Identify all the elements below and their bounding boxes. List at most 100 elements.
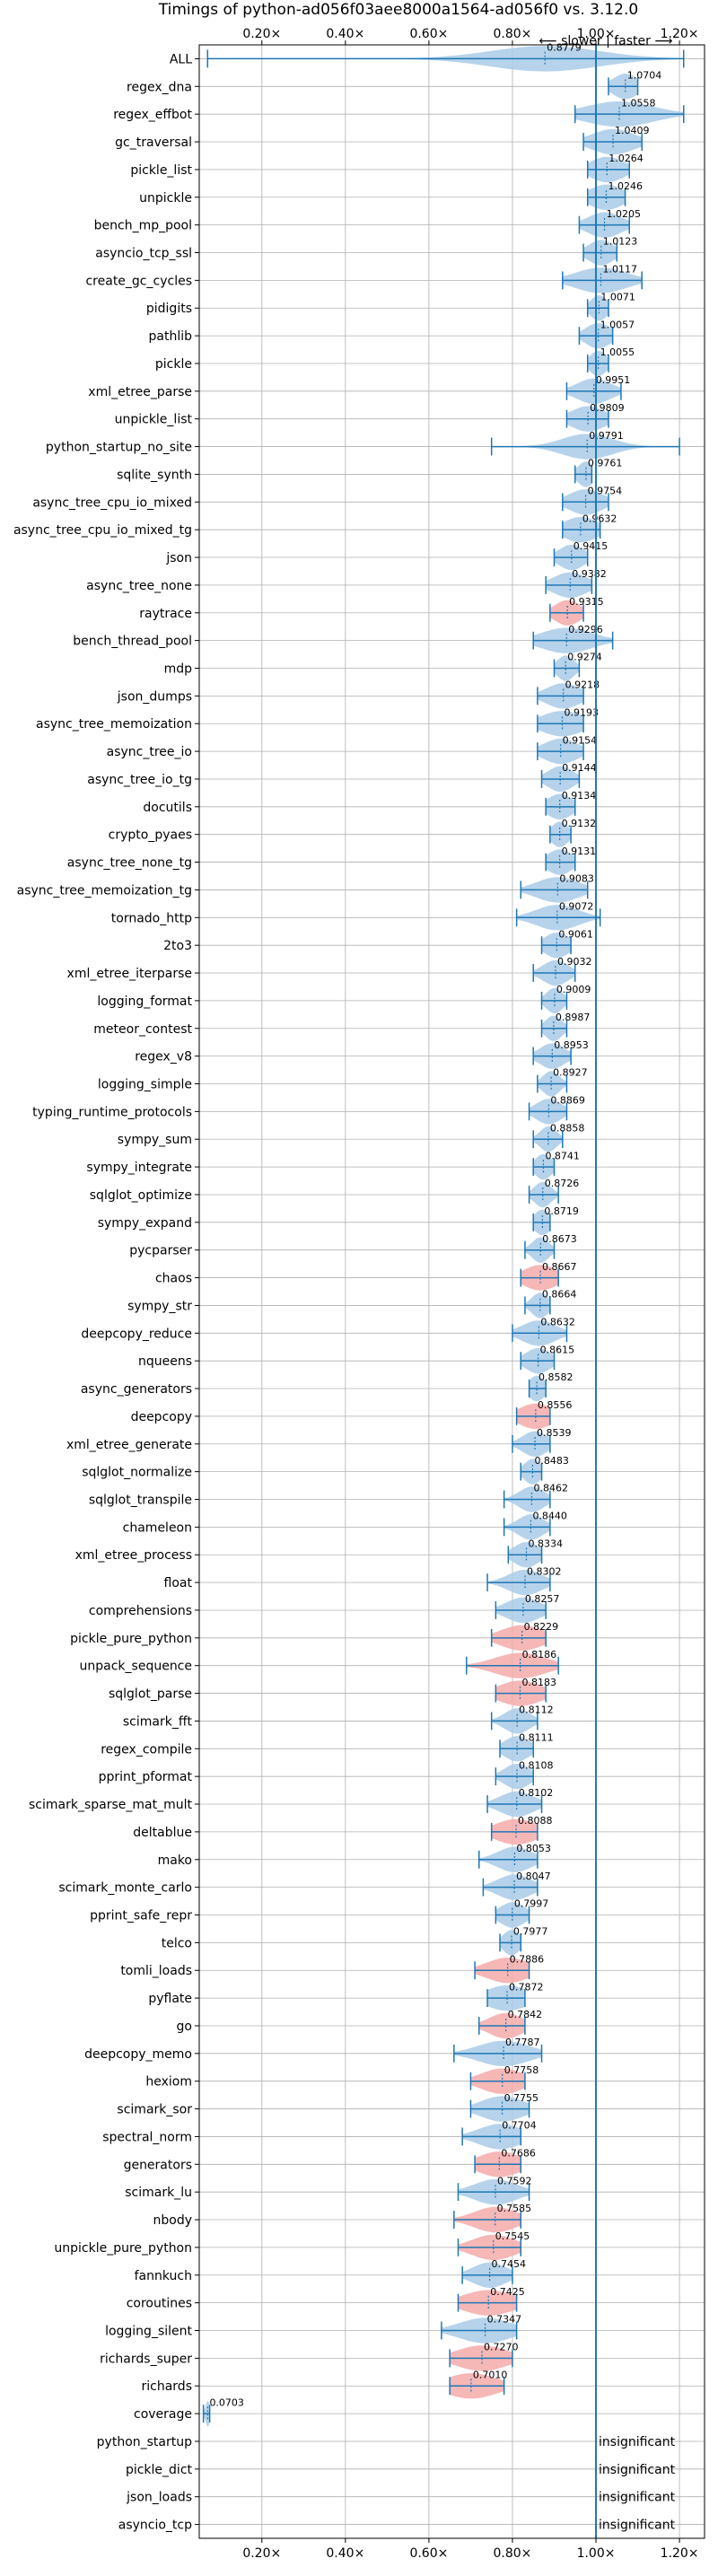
benchmark-label: regex_dna: [127, 80, 192, 94]
benchmark-label: python_startup_no_site: [46, 441, 192, 455]
value-label: 0.9193: [564, 706, 599, 718]
value-label: 1.0264: [609, 153, 644, 164]
value-label: 0.9009: [556, 984, 591, 995]
value-label: 0.8112: [519, 1704, 554, 1716]
value-label: 0.8869: [550, 1095, 585, 1107]
benchmark-label: python_startup: [97, 2435, 192, 2449]
benchmark-label: pickle: [155, 357, 192, 372]
benchmark-label: coverage: [134, 2407, 192, 2422]
value-label: 0.8987: [556, 1012, 591, 1023]
benchmark-label: sympy_sum: [118, 1133, 192, 1147]
x-tick-label-bottom: 0.40×: [326, 2546, 364, 2561]
benchmark-label: async_tree_none_tg: [67, 856, 192, 871]
value-label: 0.9134: [562, 790, 597, 802]
x-tick-label-top: 1.20×: [661, 27, 699, 41]
value-label: 0.8953: [554, 1039, 589, 1051]
benchmark-label: xml_etree_iterparse: [67, 967, 192, 981]
benchmark-label: sqlglot_normalize: [82, 1466, 192, 1480]
benchmark-label: richards_super: [100, 2352, 192, 2366]
benchmark-label: pickle_list: [130, 163, 192, 178]
value-label: 0.9154: [563, 734, 598, 746]
value-label: 1.0246: [608, 180, 643, 192]
benchmark-label: pidigits: [146, 302, 192, 316]
benchmark-label: mako: [158, 1853, 192, 1868]
x-tick-label-bottom: 0.80×: [494, 2546, 532, 2561]
benchmark-label: pycparser: [129, 1244, 192, 1258]
value-label: 0.8108: [519, 1759, 554, 1771]
value-label: 1.0123: [603, 236, 638, 248]
benchmark-label: coroutines: [127, 2297, 192, 2311]
chart-title: Timings of python-ad056f03aee8000a1564-a…: [158, 1, 638, 19]
value-label: 0.9632: [582, 513, 617, 524]
value-label: 0.7010: [473, 2369, 508, 2380]
benchmark-label: pickle_pure_python: [70, 1632, 192, 1646]
benchmark-label: pprint_safe_repr: [90, 1909, 192, 1923]
value-label: 0.7425: [490, 2286, 525, 2298]
benchmark-label: json_loads: [126, 2491, 192, 2505]
benchmark-label: meteor_contest: [93, 1022, 192, 1037]
benchmark-label: scimark_fft: [123, 1714, 193, 1729]
benchmark-label: 2to3: [163, 939, 192, 953]
benchmark-label: logging_silent: [105, 2325, 192, 2339]
benchmark-label: float: [164, 1576, 193, 1590]
insignificant-label: insignificant: [599, 2519, 676, 2533]
value-label: 0.8186: [522, 1649, 557, 1660]
benchmark-label: regex_v8: [135, 1050, 192, 1065]
benchmark-label: scimark_lu: [125, 2186, 192, 2200]
value-label: 0.8779: [547, 42, 582, 54]
value-label: 0.9951: [596, 374, 631, 386]
benchmark-label: nbody: [153, 2213, 193, 2228]
benchmark-label: deepcopy_reduce: [81, 1327, 192, 1341]
value-label: 0.9382: [572, 568, 607, 580]
benchmark-label: async_tree_cpu_io_mixed: [32, 495, 192, 510]
benchmark-label: comprehensions: [89, 1604, 192, 1618]
benchmark-label: pprint_pformat: [99, 1770, 193, 1784]
value-label: 0.8556: [538, 1399, 573, 1411]
benchmark-label: richards: [142, 2379, 193, 2394]
value-label: 0.9061: [558, 928, 593, 940]
value-label: 0.8102: [519, 1787, 554, 1799]
benchmark-label: regex_compile: [101, 1742, 192, 1757]
x-tick-label-top: 1.00×: [577, 27, 616, 41]
value-label: 0.7787: [505, 2037, 540, 2048]
benchmark-label: regex_effbot: [113, 108, 192, 122]
value-label: 1.0205: [607, 208, 642, 220]
benchmark-label: json_dumps: [117, 689, 192, 704]
benchmark-label: async_tree_io_tg: [87, 773, 192, 787]
insignificant-label: insignificant: [599, 2435, 676, 2449]
benchmark-label: mdp: [164, 662, 193, 677]
benchmark-label: chameleon: [123, 1520, 192, 1535]
benchmark-label: asyncio_tcp_ssl: [95, 247, 192, 261]
benchmark-label: unpickle_list: [115, 413, 193, 427]
benchmark-label: async_generators: [81, 1382, 192, 1397]
benchmark-label: tornado_http: [111, 911, 192, 925]
benchmark-label: async_tree_memoization: [36, 717, 192, 732]
value-label: 0.7592: [497, 2175, 532, 2186]
x-tick-label-top: 0.40×: [326, 27, 364, 41]
value-label: 0.7872: [509, 1981, 544, 1993]
value-label: 0.9761: [588, 458, 623, 469]
value-label: 0.9791: [589, 430, 624, 442]
benchmark-label: async_tree_io: [107, 745, 192, 759]
value-label: 0.7585: [497, 2203, 532, 2214]
benchmark-label: go: [177, 2020, 192, 2034]
value-label: 0.8053: [516, 1843, 551, 1854]
value-label: 1.0704: [627, 69, 662, 81]
benchmark-label: bench_thread_pool: [73, 635, 192, 649]
benchmark-label: xml_etree_generate: [66, 1438, 192, 1452]
value-label: 0.7758: [504, 2064, 539, 2076]
value-label: 0.9315: [569, 596, 604, 608]
benchmark-label: generators: [124, 2158, 192, 2172]
benchmark-label: fannkuch: [135, 2269, 192, 2283]
marks-layer: 0.8779 1.0704 1.0558 1.0409 1.0264 1.0246 1.02…: [202, 42, 685, 2538]
insignificant-label: insignificant: [599, 2491, 676, 2505]
value-label: 0.8047: [516, 1871, 551, 1882]
value-label: 0.0703: [209, 2396, 244, 2408]
value-label: 0.8726: [545, 1178, 580, 1189]
benchmark-label: gc_traversal: [115, 136, 192, 150]
value-label: 0.7545: [495, 2230, 530, 2242]
benchmark-label: sympy_expand: [98, 1216, 192, 1231]
benchmark-label: crypto_pyaes: [109, 828, 192, 843]
x-tick-label-bottom: 1.00×: [577, 2546, 616, 2561]
benchmark-label: unpickle: [139, 191, 192, 206]
